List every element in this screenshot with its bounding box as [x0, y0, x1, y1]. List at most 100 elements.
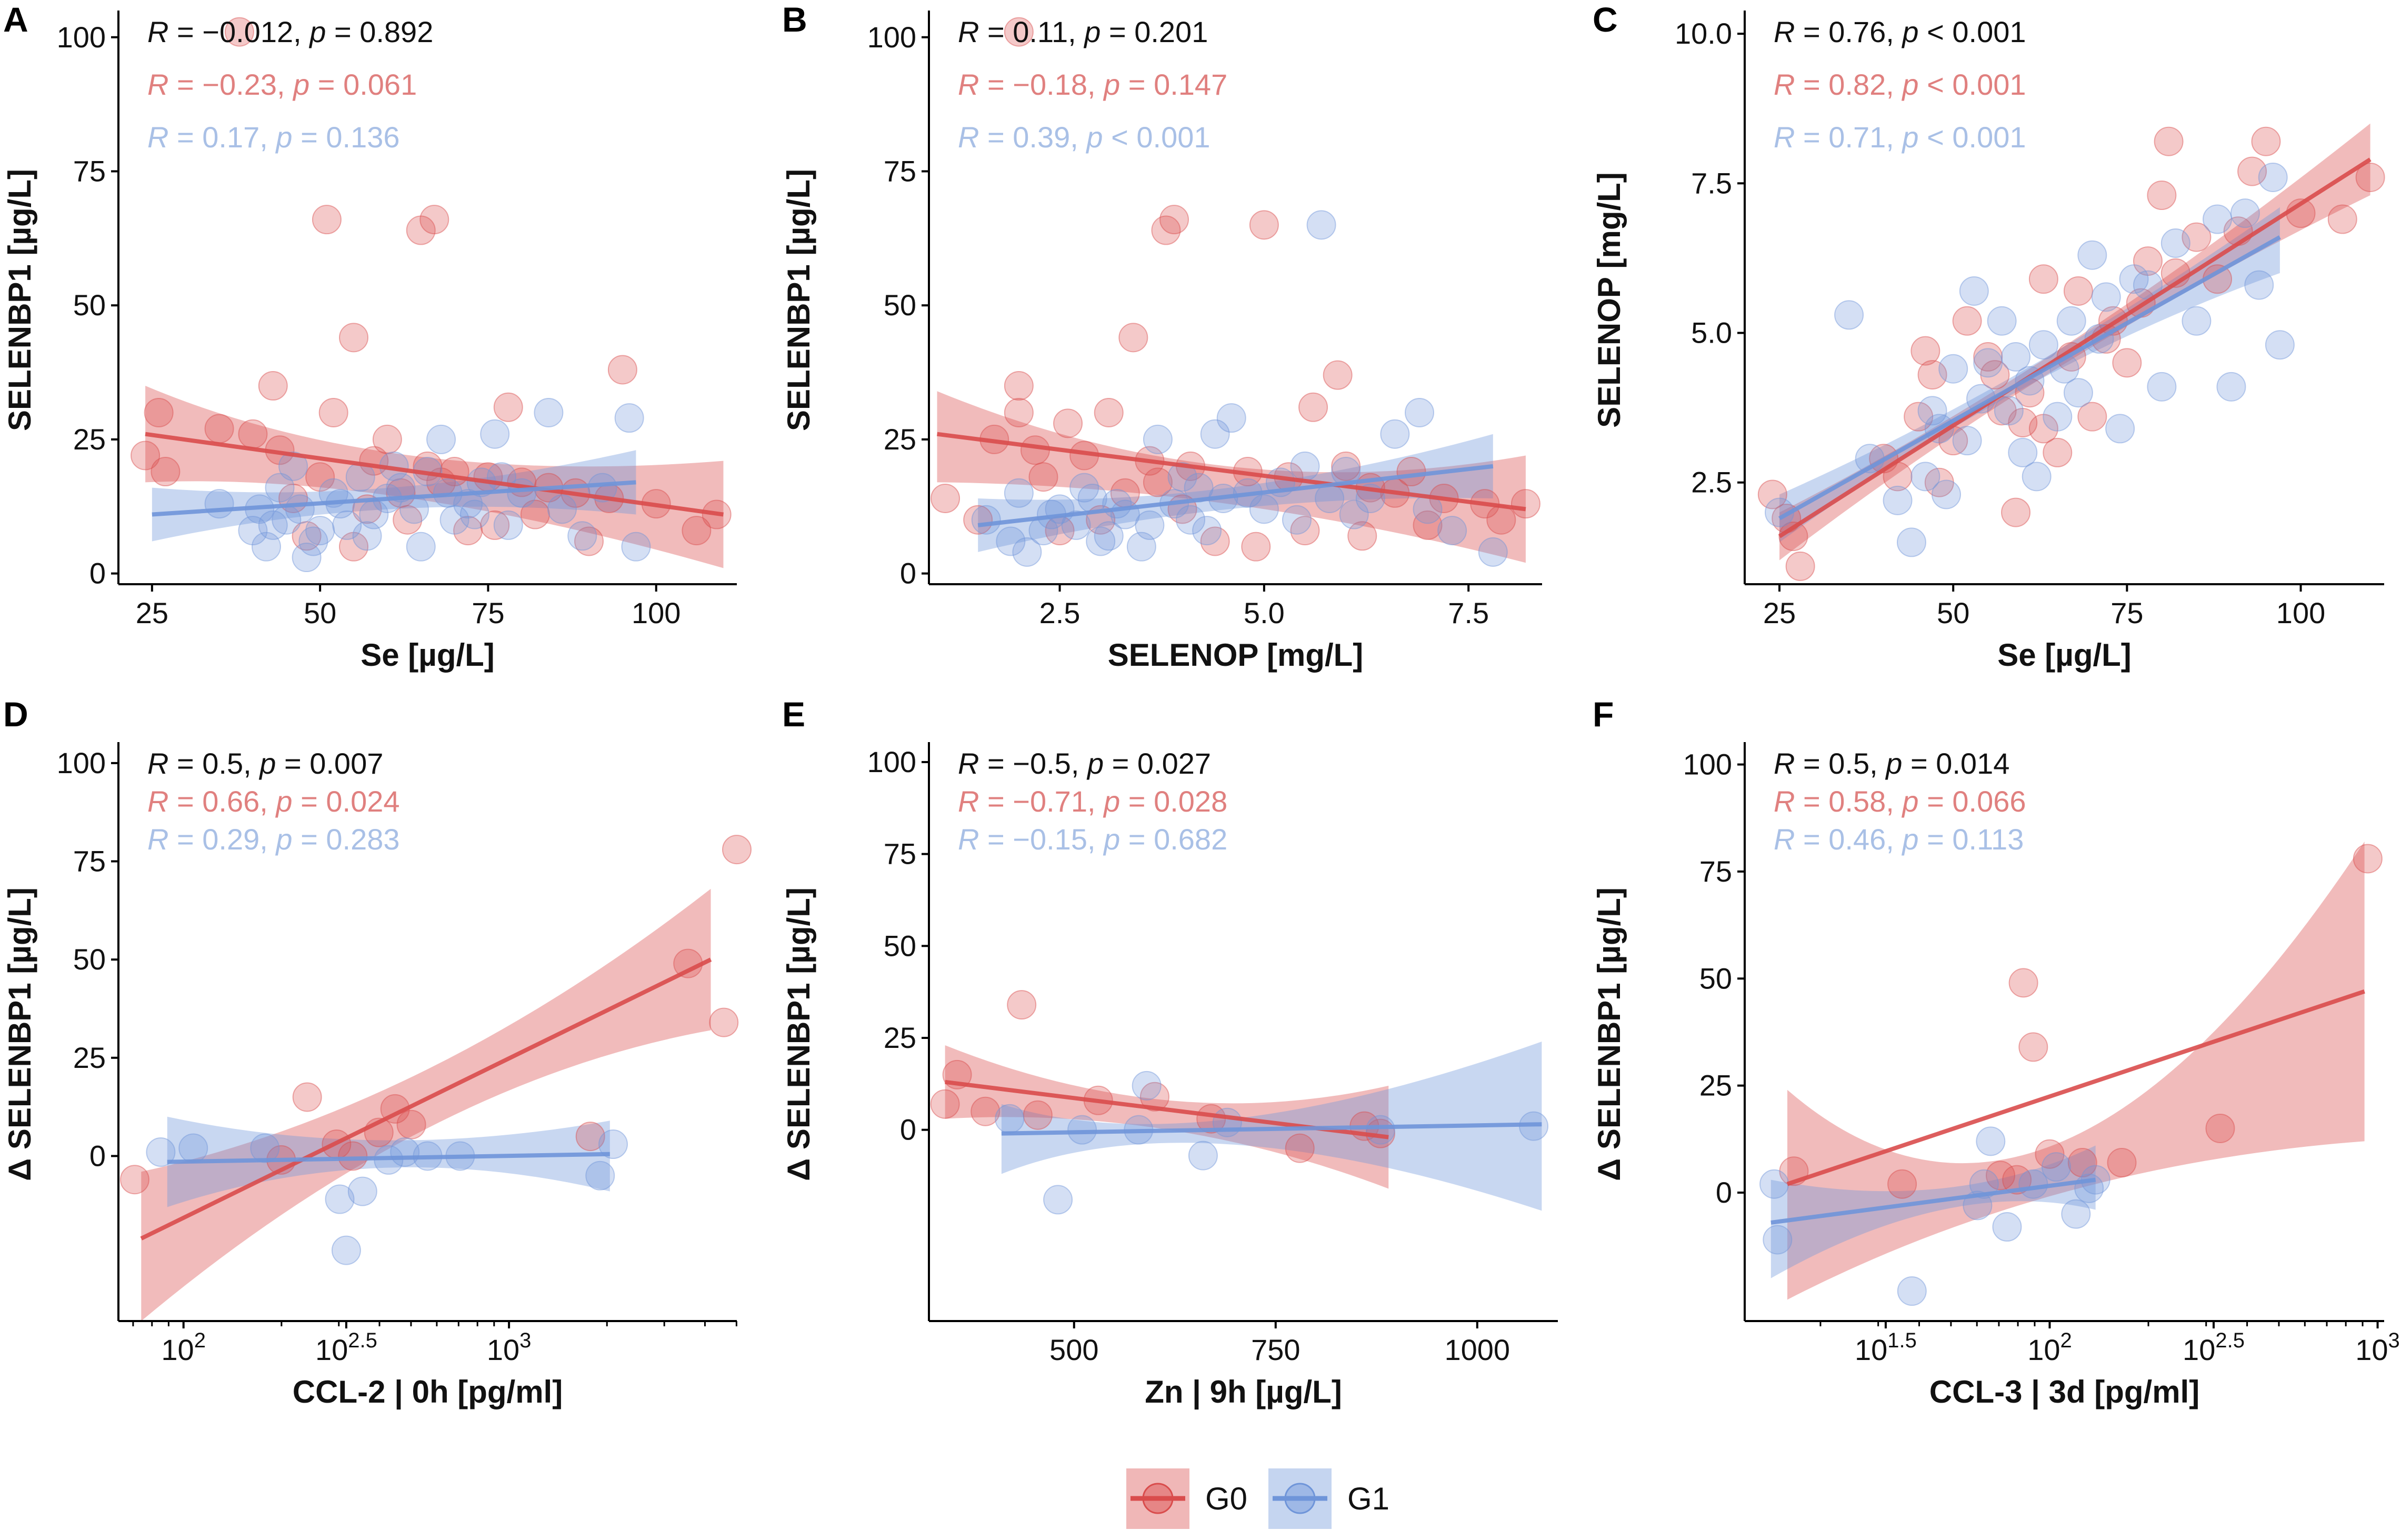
- x-axis-title: Se [µg/L]: [1997, 637, 2132, 673]
- data-point-g1: [480, 419, 510, 449]
- data-point-g1: [332, 510, 362, 540]
- data-point-g1: [1931, 479, 1961, 509]
- data-point-g0: [406, 215, 436, 245]
- fit-line-g0: [1778, 157, 2372, 538]
- data-point-g1: [1282, 505, 1312, 535]
- y-axis-title: Δ SELENBP1 [µg/L]: [1592, 887, 1627, 1181]
- data-point-g0: [2018, 1032, 2048, 1062]
- x-tick-label: 75: [472, 596, 504, 629]
- data-point-g0: [1887, 1169, 1917, 1199]
- ci-band-g1: [167, 1116, 610, 1207]
- panel-letter: C: [1593, 0, 1618, 39]
- data-point-g1: [399, 494, 429, 524]
- y-tick-label: 100: [867, 21, 916, 54]
- data-point-g0: [2133, 246, 2163, 276]
- stat-all: R = −0.012, p = 0.892: [147, 15, 433, 48]
- data-point-g1: [1061, 510, 1091, 540]
- y-tick-label: 100: [57, 21, 106, 54]
- data-point-g0: [930, 1089, 960, 1119]
- stat-all: R = 0.5, p = 0.014: [1774, 747, 2009, 780]
- data-point-g1: [1102, 489, 1132, 519]
- data-point-g1: [493, 510, 523, 540]
- legend-label-g0: G0: [1205, 1481, 1247, 1516]
- y-tick-label: 50: [73, 288, 106, 322]
- data-point-g1: [439, 505, 469, 535]
- data-point-g1: [1917, 396, 1947, 426]
- data-point-g1: [2147, 372, 2177, 402]
- x-tick-label: 50: [1937, 596, 1969, 629]
- panel-letter: D: [3, 695, 28, 734]
- x-tick-label: 750: [1251, 1333, 1300, 1366]
- data-point-g1: [598, 1129, 628, 1159]
- fit-line-g1: [1001, 1122, 1542, 1136]
- data-point-g0: [2112, 348, 2142, 378]
- x-axis-title: CCL-3 | 3d [pg/ml]: [1929, 1374, 2199, 1410]
- data-point-g0: [1200, 526, 1230, 556]
- y-axis-title: Δ SELENBP1 [µg/L]: [2, 887, 37, 1181]
- data-point-g0: [1510, 489, 1540, 519]
- data-point-g1: [2028, 330, 2058, 360]
- data-point-g1: [2056, 306, 2086, 336]
- data-point-g1: [547, 494, 577, 524]
- data-point-g0: [1249, 210, 1279, 240]
- x-tick-label: 50: [304, 596, 336, 629]
- data-point-g1: [1132, 1071, 1162, 1101]
- y-tick-label: 2.5: [1691, 466, 1732, 499]
- data-point-g0: [2182, 222, 2212, 252]
- ci-band-g0: [945, 1045, 1389, 1189]
- data-point-g1: [2018, 1169, 2048, 1199]
- data-point-g0: [1980, 360, 2010, 390]
- y-tick-label: 25: [73, 1041, 106, 1074]
- ci-band-g0: [937, 391, 1526, 563]
- data-point-g0: [305, 462, 335, 492]
- data-point-g0: [1904, 402, 1934, 432]
- data-point-g0: [2002, 1165, 2032, 1195]
- y-axis-title: SELENBP1 [µg/L]: [2, 169, 37, 431]
- data-point-g1: [2216, 372, 2246, 402]
- data-point-g0: [682, 516, 712, 546]
- y-tick-label: 100: [867, 745, 916, 778]
- data-point-g1: [995, 1104, 1025, 1134]
- stat-g0: R = −0.71, p = 0.028: [958, 785, 1227, 818]
- ci-band-g1: [152, 450, 636, 542]
- ci-band-g1: [1770, 1145, 2096, 1278]
- panel-letter: A: [3, 0, 28, 39]
- data-point-g1: [2265, 330, 2295, 360]
- y-tick-label: 75: [884, 837, 916, 871]
- fit-line-g1: [977, 464, 1494, 527]
- data-point-g1: [1086, 526, 1116, 556]
- y-tick-label: 0: [1716, 1176, 1732, 1209]
- data-point-g1: [2244, 270, 2274, 300]
- data-point-g0: [339, 323, 369, 353]
- data-point-g0: [338, 1141, 368, 1171]
- ci-band-g0: [1779, 123, 2370, 561]
- stat-g0: R = −0.18, p = 0.147: [958, 68, 1227, 101]
- data-point-g1: [2203, 204, 2233, 234]
- y-tick-label: 75: [884, 154, 916, 187]
- data-point-g0: [971, 1096, 1001, 1126]
- data-point-g0: [292, 521, 322, 551]
- data-point-g0: [131, 441, 161, 471]
- data-point-g1: [305, 516, 335, 546]
- data-point-g1: [2230, 198, 2260, 228]
- y-tick-label: 0: [89, 557, 106, 590]
- data-point-g0: [2067, 1148, 2097, 1178]
- data-point-g1: [1216, 403, 1246, 433]
- y-tick-label: 0: [900, 1113, 916, 1146]
- x-tick-label: 102.5: [315, 1329, 377, 1366]
- y-axis-title: SELENBP1 [µg/L]: [781, 169, 816, 431]
- data-point-g1: [1973, 348, 2003, 378]
- stat-g1: R = 0.71, p < 0.001: [1774, 121, 2026, 154]
- data-point-g1: [265, 473, 295, 503]
- data-point-g0: [1143, 467, 1173, 497]
- data-point-g1: [1200, 419, 1230, 449]
- data-point-g1: [1043, 1185, 1073, 1215]
- panel-F: 0 25 50 75 100 101.5 102 102.5 103 CCL-3 | 3d [pg…: [1592, 695, 2400, 1410]
- data-point-g0: [1323, 360, 1353, 390]
- data-point-g1: [406, 532, 436, 562]
- fit-line-g1: [152, 480, 636, 517]
- data-point-g0: [2028, 414, 2058, 444]
- data-point-g0: [2043, 437, 2073, 467]
- fit-line-g0: [937, 432, 1526, 512]
